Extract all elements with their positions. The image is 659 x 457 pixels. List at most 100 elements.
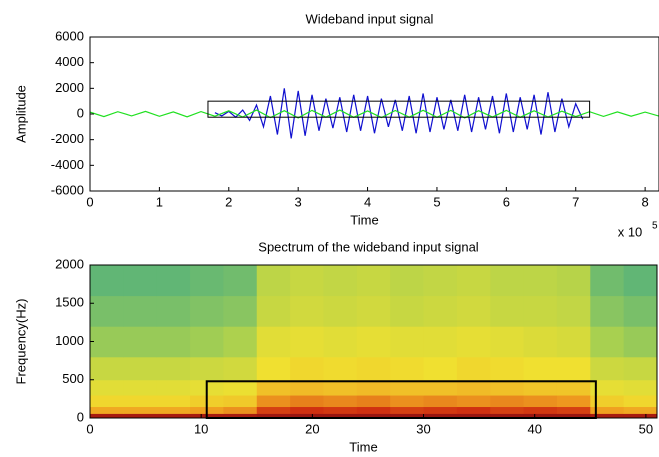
spectrogram-cell xyxy=(390,295,425,327)
spectrogram-cell xyxy=(90,379,124,396)
spectrogram-cell xyxy=(290,356,324,381)
signal-line xyxy=(214,88,584,139)
spectrogram-cell xyxy=(623,379,657,396)
x-tick-label: 1 xyxy=(156,194,163,209)
spectrogram-cell xyxy=(223,406,258,414)
spectrogram-cell xyxy=(556,406,591,414)
spectrogram-cell xyxy=(356,356,391,381)
spectrogram-cell xyxy=(123,295,158,327)
spectrogram-cell xyxy=(390,265,425,297)
spectrogram-cell xyxy=(390,406,425,414)
spectrogram-cell xyxy=(523,413,558,418)
spectrogram-cell xyxy=(90,413,124,418)
spectrogram-cell xyxy=(90,265,124,297)
spectrogram-cell xyxy=(223,413,258,418)
spectrogram-cell xyxy=(90,356,124,381)
y-tick-label: -2000 xyxy=(51,131,84,146)
x-axis-label: Time xyxy=(350,212,378,227)
spectrogram-cell xyxy=(590,356,625,381)
spectrogram-cell xyxy=(223,395,258,408)
x-multiplier: x 10 xyxy=(618,224,643,239)
spectrogram-cell xyxy=(356,395,391,408)
x-tick-label: 0 xyxy=(86,421,93,436)
spectrogram-cell xyxy=(623,356,657,381)
spectrogram-cell xyxy=(456,395,491,408)
spectrogram-cell xyxy=(90,395,124,408)
spectrogram-cell xyxy=(623,326,657,358)
spectrogram-cell xyxy=(356,379,391,396)
y-tick-label: 1500 xyxy=(55,295,84,310)
plot-content xyxy=(90,88,659,139)
x-exponent: 5 xyxy=(652,221,658,232)
x-axis-label: Time xyxy=(349,439,377,454)
x-tick-label: 50 xyxy=(639,421,653,436)
spectrogram-cell xyxy=(456,295,491,327)
spectrogram-cell xyxy=(423,295,458,327)
spectrogram-cell xyxy=(390,379,425,396)
spectrogram-cell xyxy=(556,413,591,418)
spectrogram-cell xyxy=(190,356,224,381)
spectrogram-cell xyxy=(356,406,391,414)
spectrogram-cell xyxy=(123,265,158,297)
spectrogram-cell xyxy=(90,326,124,358)
spectrogram-cell xyxy=(423,356,458,381)
spectrogram-cell xyxy=(523,265,558,297)
spectrogram-cell xyxy=(256,356,291,381)
spectrogram-cell xyxy=(223,356,258,381)
highlight-box xyxy=(207,100,591,118)
spectrogram-cell xyxy=(556,326,591,358)
spectrogram-cell xyxy=(123,326,158,358)
spectrogram-cell xyxy=(356,265,391,297)
spectrogram-cell xyxy=(590,326,625,358)
spectrogram-cell xyxy=(623,413,657,418)
spectrogram-cell xyxy=(156,295,191,327)
spectrogram-cell xyxy=(590,379,625,396)
spectrogram-cell xyxy=(156,326,191,358)
spectrogram-cell xyxy=(590,265,625,297)
spectrogram-cell xyxy=(223,379,258,396)
spectrogram-cell xyxy=(356,413,391,418)
spectrogram-cell xyxy=(156,413,191,418)
spectrogram-cell xyxy=(523,295,558,327)
x-tick-label: 40 xyxy=(527,421,541,436)
spectrogram-cell xyxy=(156,356,191,381)
spectrogram-cell xyxy=(256,326,291,358)
spectrogram-cell xyxy=(590,413,625,418)
y-tick-label: 0 xyxy=(77,105,84,120)
spectrogram-cell xyxy=(90,295,124,327)
spectrogram-cell xyxy=(156,379,191,396)
spectrogram-cell xyxy=(290,326,324,358)
y-tick-label: 1000 xyxy=(55,333,84,348)
x-tick-label: 30 xyxy=(416,421,430,436)
x-tick-label: 20 xyxy=(305,421,319,436)
chart-title: Spectrum of the wideband input signal xyxy=(258,239,479,254)
spectrogram-cell xyxy=(490,413,525,418)
spectrogram-cell xyxy=(456,413,491,418)
spectrogram-cell xyxy=(456,265,491,297)
spectrogram-cell xyxy=(190,326,224,358)
spectrogram-cell xyxy=(556,356,591,381)
spectrogram-cell xyxy=(223,326,258,358)
spectrogram-cell xyxy=(223,295,258,327)
spectrogram-cell xyxy=(623,265,657,297)
y-tick-label: 6000 xyxy=(55,28,84,43)
y-tick-label: 4000 xyxy=(55,54,84,69)
spectrogram-cell xyxy=(423,395,458,408)
spectrogram-cell xyxy=(256,413,291,418)
spectrogram-cell xyxy=(90,406,124,414)
x-tick-label: 6 xyxy=(503,194,510,209)
spectrogram-cell xyxy=(390,395,425,408)
x-tick-label: 5 xyxy=(433,194,440,209)
signal-line xyxy=(90,109,659,119)
spectrogram-cell xyxy=(156,265,191,297)
x-tick-label: 8 xyxy=(642,194,649,209)
spectrogram-cell xyxy=(523,395,558,408)
x-tick-label: 10 xyxy=(194,421,208,436)
spectrogram-cell xyxy=(123,356,158,381)
spectrogram-cell xyxy=(356,295,391,327)
spectrogram-cell xyxy=(456,326,491,358)
spectrogram-cell xyxy=(190,295,224,327)
spectrogram-cell xyxy=(590,406,625,414)
spectrogram-cell xyxy=(623,406,657,414)
